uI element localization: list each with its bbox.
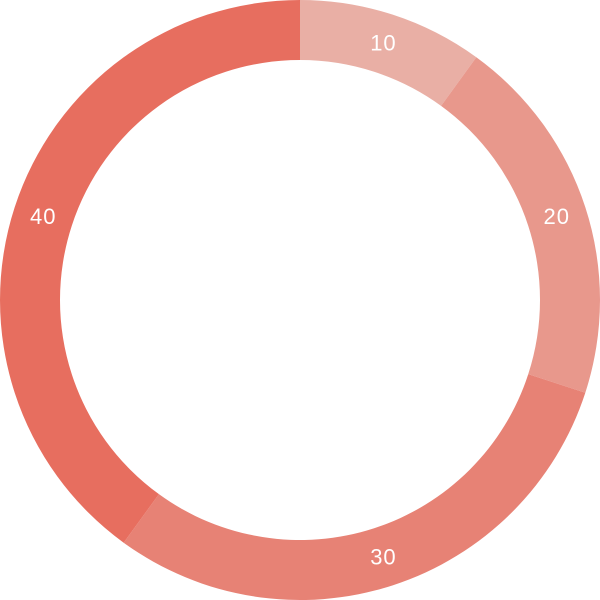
donut-slice-10 — [300, 0, 477, 106]
donut-slice-20 — [441, 57, 600, 393]
slice-label-20: 20 — [544, 204, 570, 229]
slice-label-40: 40 — [30, 204, 56, 229]
slice-labels-group: 10 20 30 40 — [30, 31, 570, 570]
slice-label-30: 30 — [370, 544, 396, 569]
donut-slice-40 — [0, 0, 301, 543]
donut-slice-30 — [123, 374, 586, 600]
slice-label-10: 10 — [370, 31, 396, 56]
